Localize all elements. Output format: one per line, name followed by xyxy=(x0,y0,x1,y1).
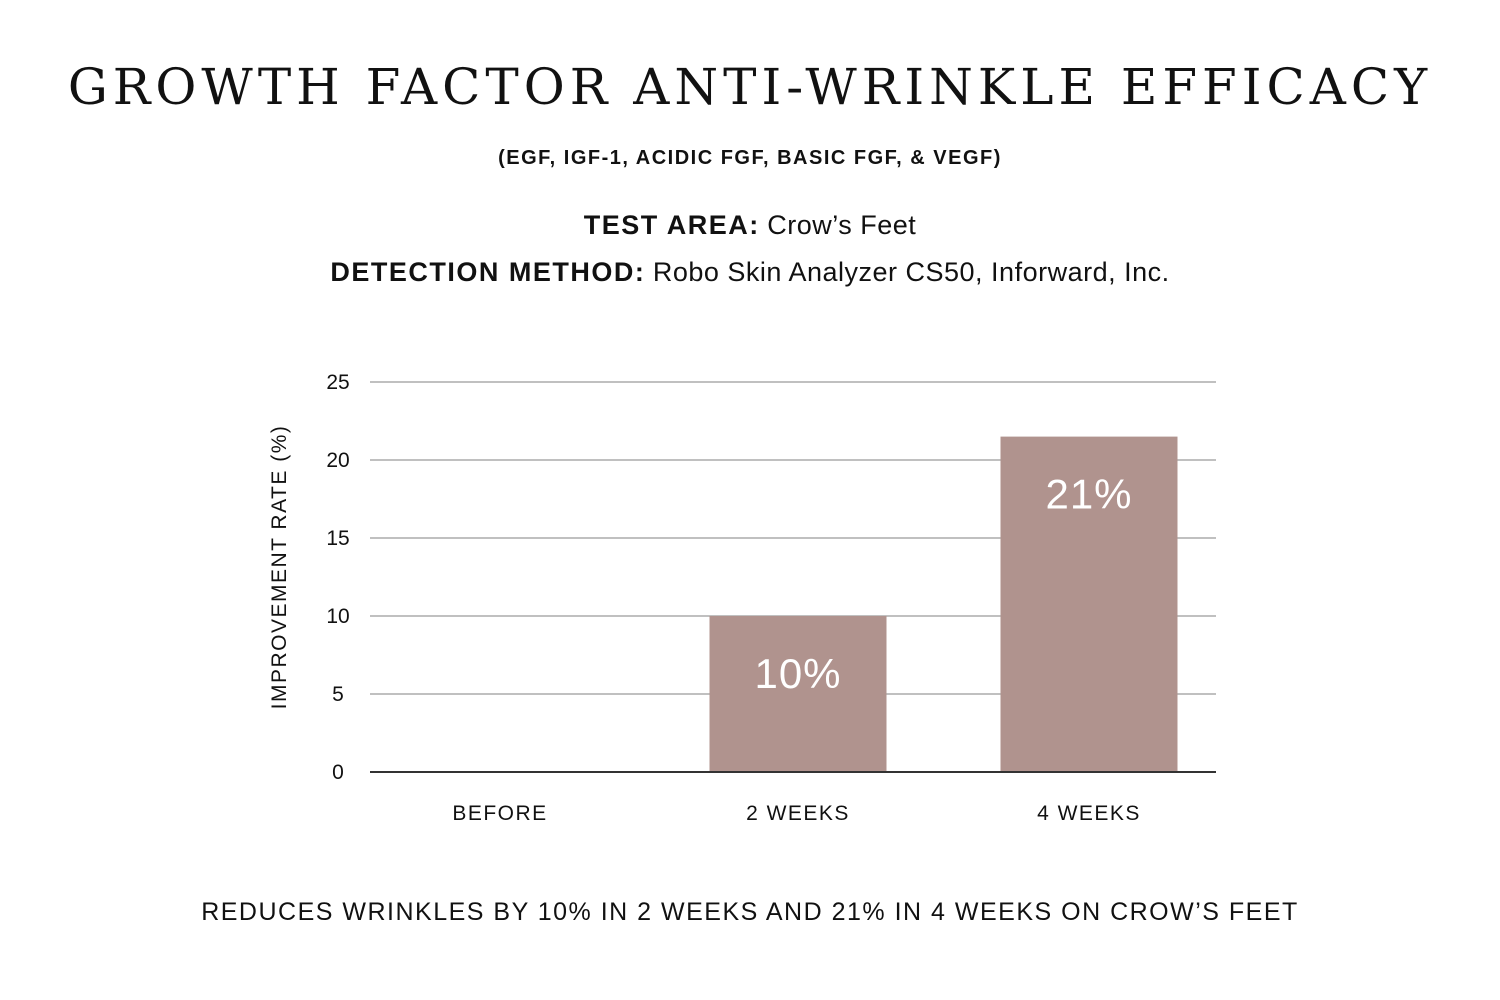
test-area-label: TEST AREA: xyxy=(583,210,760,240)
bar-4-weeks xyxy=(1000,436,1178,772)
y-tick-label: 0 xyxy=(332,761,344,784)
bar-data-label: 21% xyxy=(1045,471,1132,518)
x-tick-label: BEFORE xyxy=(452,802,547,825)
bars: 10% 21% xyxy=(709,436,1178,772)
test-area-value: Crow’s Feet xyxy=(767,210,917,240)
chart-footnote: REDUCES WRINKLES BY 10% IN 2 WEEKS AND 2… xyxy=(201,898,1299,926)
x-tick-labels: BEFORE 2 WEEKS 4 WEEKS xyxy=(452,802,1141,825)
detection-method-label: DETECTION METHOD: xyxy=(330,257,646,287)
bar-2-weeks xyxy=(709,616,887,772)
y-tick-label: 5 xyxy=(332,683,344,706)
test-area-line: TEST AREA: Crow’s Feet xyxy=(0,210,1500,241)
y-tick-label: 20 xyxy=(326,449,349,472)
chart-title: GROWTH FACTOR ANTI-WRINKLE EFFICACY xyxy=(67,58,1433,116)
detection-method-value: Robo Skin Analyzer CS50, Inforward, Inc. xyxy=(652,257,1170,287)
x-tick-label: 2 WEEKS xyxy=(746,802,850,825)
y-tick-labels: 0 5 10 15 20 25 xyxy=(326,371,349,784)
y-tick-label: 15 xyxy=(326,527,349,550)
y-tick-label: 25 xyxy=(326,371,349,394)
detection-method-line: DETECTION METHOD: Robo Skin Analyzer CS5… xyxy=(0,257,1500,288)
x-tick-label: 4 WEEKS xyxy=(1037,802,1141,825)
y-tick-label: 10 xyxy=(326,605,349,628)
chart-subtitle: (EGF, IGF-1, ACIDIC FGF, BASIC FGF, & VE… xyxy=(498,147,1002,169)
bar-data-label: 10% xyxy=(754,650,841,697)
